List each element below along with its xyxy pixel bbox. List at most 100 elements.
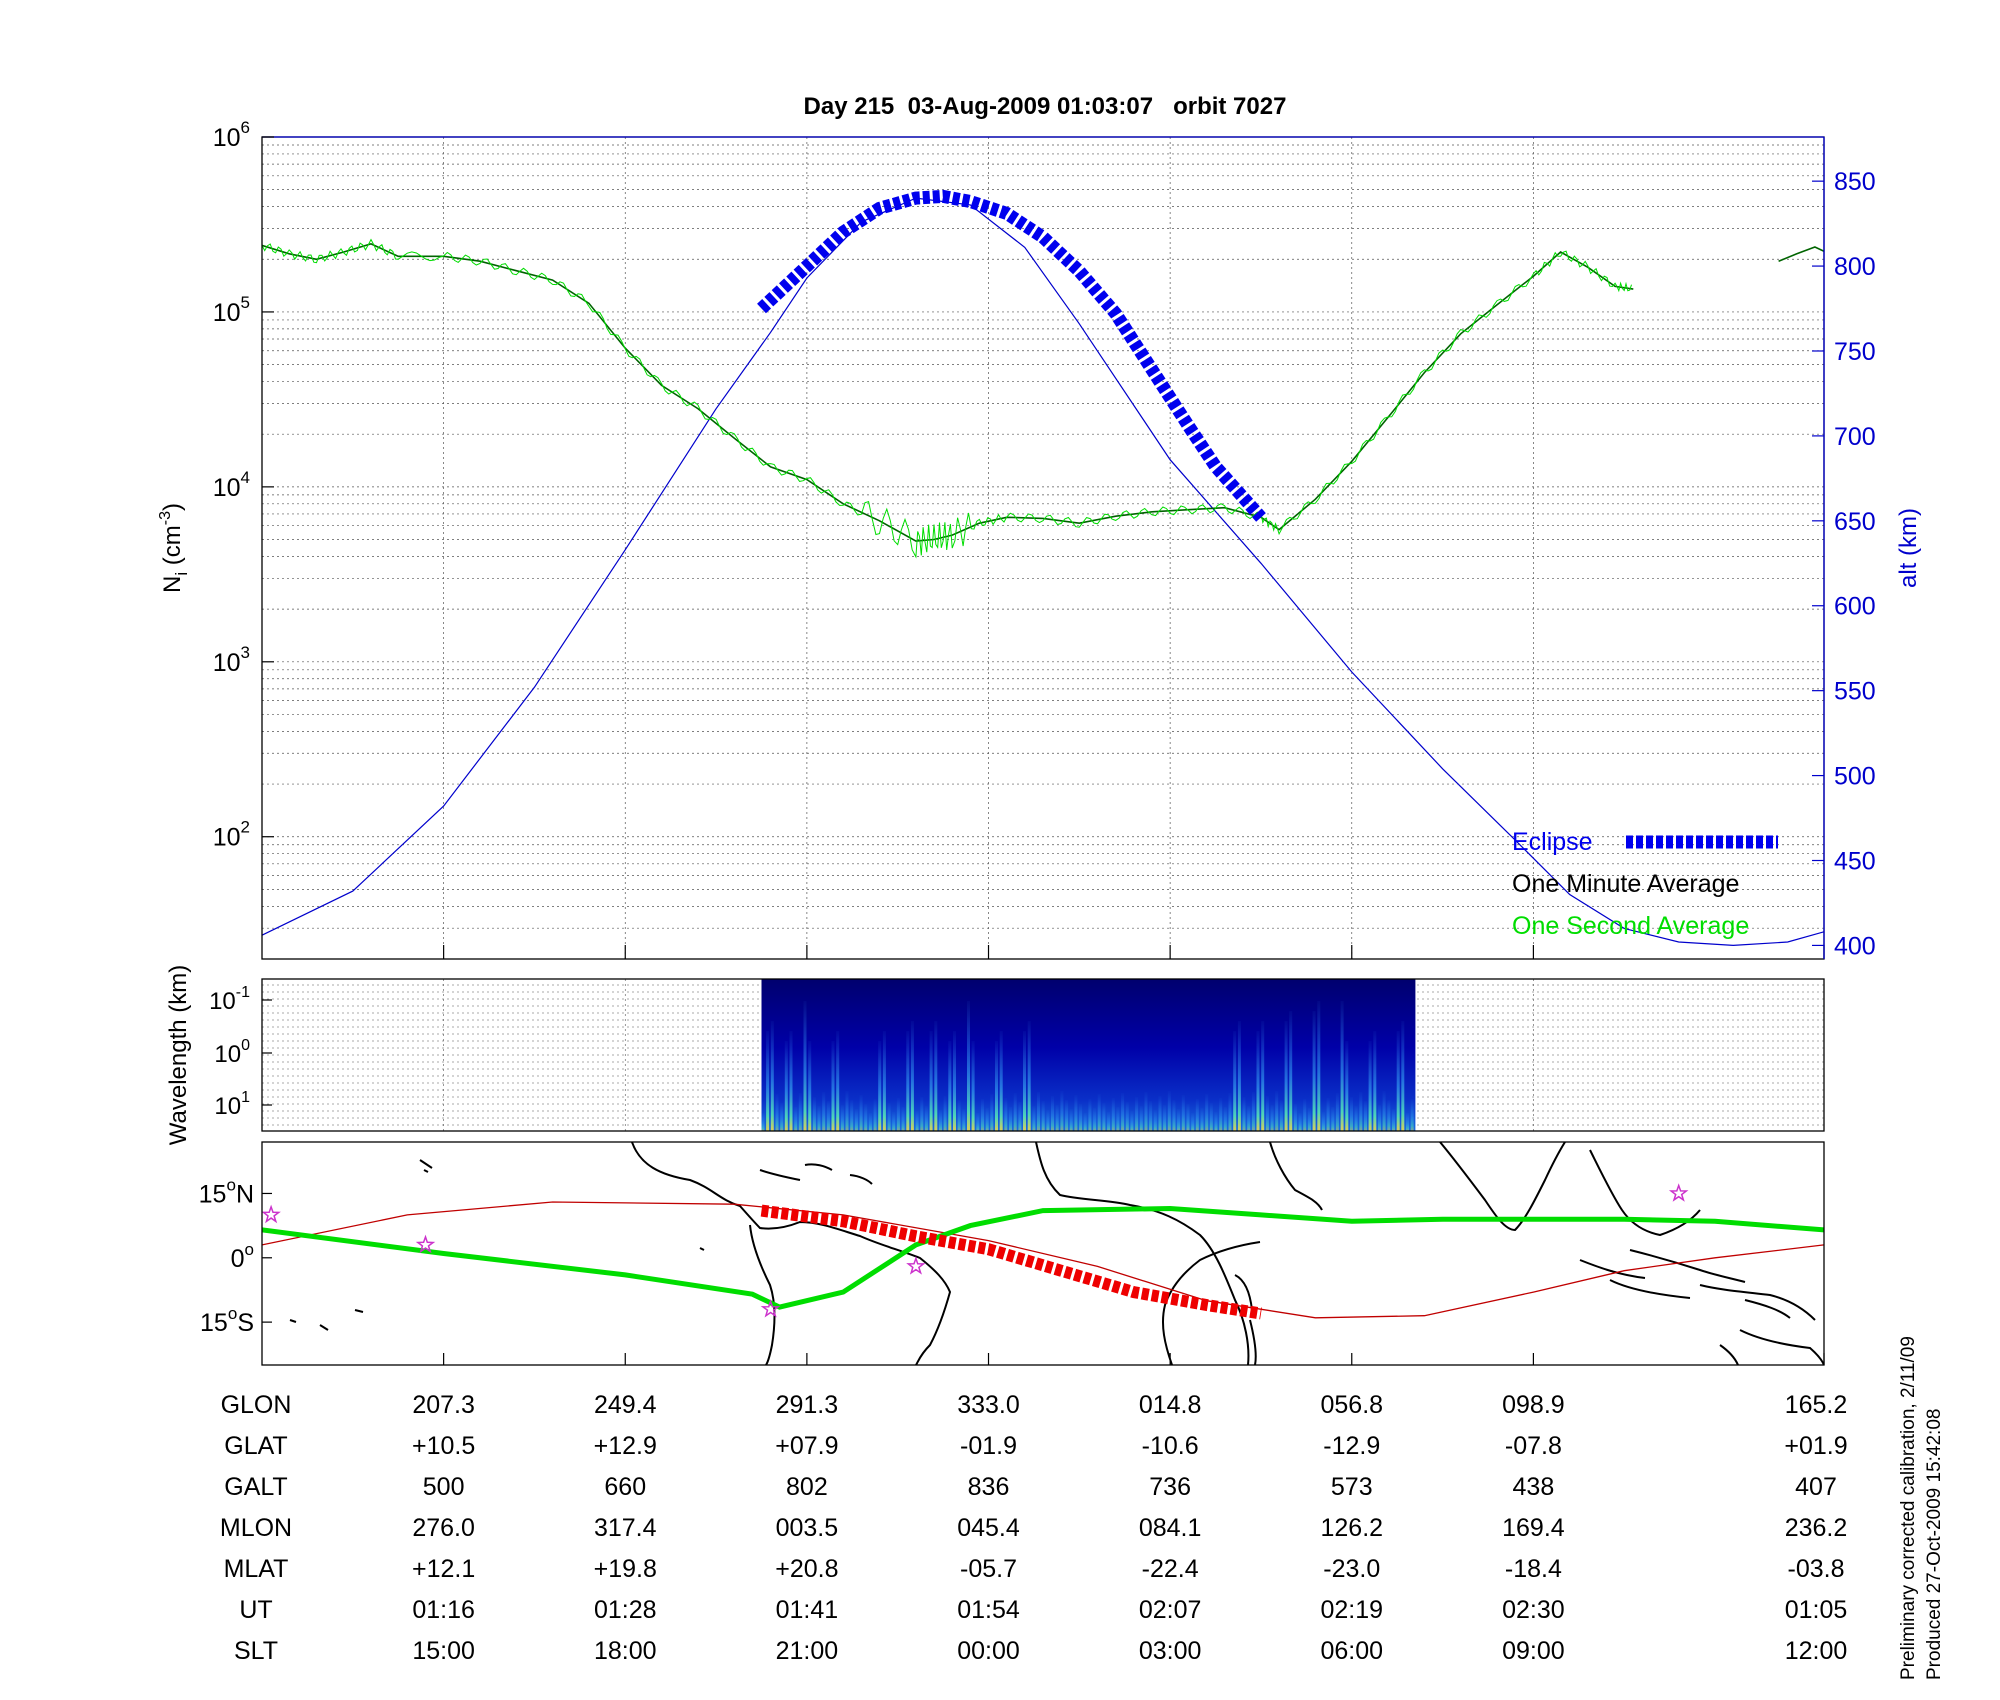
table-cell: 836 (968, 1473, 1010, 1501)
spectrogram-band (878, 1041, 882, 1131)
spectrogram-band (1139, 1106, 1143, 1131)
calibration-note: Preliminary corrected calibration, 2/11/… (1898, 1336, 1919, 1680)
table-cell: 165.2 (1785, 1391, 1848, 1419)
spectrogram-band (1368, 1041, 1372, 1131)
spectrogram-band (1326, 1098, 1330, 1131)
spectrogram-band (1074, 1095, 1078, 1131)
ylabel-main: N (159, 576, 186, 593)
spectrogram-band (957, 1100, 961, 1131)
table-row-label: GLON (221, 1391, 292, 1419)
ground-track-line (262, 1205, 1824, 1310)
table-cell: 407 (1795, 1473, 1837, 1501)
ylabel-unit-open: (cm (159, 525, 186, 572)
coastline-southeast-asia (1579, 1149, 1746, 1283)
table-cell: 02:30 (1502, 1596, 1565, 1624)
spectrogram-band (798, 1093, 802, 1131)
spectrogram-band (1303, 1099, 1307, 1131)
table-cell: 660 (604, 1473, 646, 1501)
star-marker (760, 1298, 781, 1318)
islands (289, 1159, 705, 1331)
table-cell: 098.9 (1502, 1391, 1565, 1419)
spectrogram-band (1032, 1106, 1036, 1131)
table-cell: 02:19 (1320, 1596, 1383, 1624)
table-cell: +12.9 (594, 1432, 657, 1460)
spectrogram-band (812, 1097, 816, 1131)
spectrogram-band (1359, 1092, 1363, 1131)
spectrogram-band (1200, 1108, 1204, 1131)
density-grid (262, 136, 1824, 960)
eclipse-altitude-marker (757, 189, 1266, 522)
table-cell: -22.4 (1142, 1555, 1199, 1583)
spectrogram-band (929, 1031, 933, 1131)
spectrogram-band (1093, 1108, 1097, 1131)
spectrogram-band (1321, 1112, 1325, 1131)
table-cell: 084.1 (1139, 1514, 1202, 1542)
spectrogram-band (1261, 1021, 1265, 1131)
spectrogram-band (817, 1106, 821, 1131)
spectrogram-band (859, 1095, 863, 1131)
table-cell: +20.8 (775, 1555, 838, 1583)
spectrogram-band (1037, 1092, 1040, 1131)
density-y-axis-label: Ni (cm-3) (157, 503, 191, 593)
table-cell: 12:00 (1785, 1637, 1848, 1665)
table-cell: 056.8 (1320, 1391, 1383, 1419)
spectrogram-bands (761, 1001, 1414, 1131)
spectrogram-band (1270, 1105, 1274, 1131)
spectrogram-band (1364, 1101, 1367, 1131)
table-row-label: SLT (234, 1637, 278, 1665)
table-cell: -05.7 (960, 1555, 1017, 1583)
wavelength-tick-label: 101 (214, 1089, 250, 1120)
spectrogram-band (1130, 1111, 1134, 1131)
coastline-indonesia (1609, 1279, 1816, 1321)
spectrogram-band (1107, 1112, 1111, 1131)
spectrogram-band (1172, 1100, 1176, 1131)
spectrogram-band (1079, 1104, 1083, 1131)
y2-tick-label: 650 (1834, 508, 1876, 536)
spectrogram-band (1163, 1105, 1167, 1131)
spectrogram-band (962, 1109, 966, 1131)
table-cell: 291.3 (776, 1391, 839, 1419)
spectrogram-band (1177, 1109, 1181, 1131)
spectrogram-band (1121, 1093, 1125, 1131)
spectrogram-band (1191, 1113, 1195, 1131)
spectrogram-band (1247, 1106, 1251, 1131)
eclipse-track-marker (760, 1204, 1262, 1320)
spectrogram-band (1027, 1021, 1031, 1131)
spectrogram-band (990, 1094, 994, 1131)
table-cell: 09:00 (1502, 1637, 1565, 1665)
table-cell: 003.5 (776, 1514, 839, 1542)
spectrogram-band (1167, 1091, 1171, 1131)
table-cell: 317.4 (594, 1514, 657, 1542)
spectrogram-band (1125, 1102, 1129, 1131)
y2-tick-label: 550 (1834, 678, 1876, 706)
orbit-data-table: GLON 207.3 249.4 291.3 333.0 014.8 056.8 098.9 1… (220, 1391, 1848, 1665)
spectrogram-band (1237, 1021, 1241, 1131)
table-cell: 18:00 (594, 1637, 657, 1665)
spectrogram-band (1223, 1107, 1227, 1131)
y2-tick-label: 500 (1834, 763, 1876, 791)
spectrogram-band (1149, 1101, 1153, 1131)
spectrogram-band (906, 1031, 910, 1131)
table-cell: +01.9 (1784, 1432, 1847, 1460)
table-cell: -12.9 (1323, 1432, 1380, 1460)
altitude-line (262, 197, 1824, 947)
ylabel-unit-sup: -3 (157, 511, 174, 525)
coastline-caribbean (759, 1163, 873, 1185)
coastline-americas (631, 1142, 952, 1365)
spectrogram-band (1401, 1021, 1405, 1131)
y2-tick-label: 600 (1834, 593, 1876, 621)
spectrogram-band (1396, 1031, 1400, 1131)
spectrogram-band (1051, 1096, 1054, 1131)
star-marker (262, 1204, 281, 1224)
table-cell: -18.4 (1505, 1555, 1562, 1583)
spectrogram-band (1069, 1109, 1073, 1131)
table-cell: 014.8 (1139, 1391, 1202, 1419)
spectrogram-band (1116, 1107, 1120, 1131)
spectrogram-band (1242, 1097, 1246, 1131)
spectrogram-band (808, 1041, 812, 1131)
table-cell: 207.3 (412, 1391, 475, 1419)
table-cell: 333.0 (957, 1391, 1020, 1419)
spectrogram-band (840, 1105, 844, 1131)
spectrogram-band (924, 1106, 928, 1131)
